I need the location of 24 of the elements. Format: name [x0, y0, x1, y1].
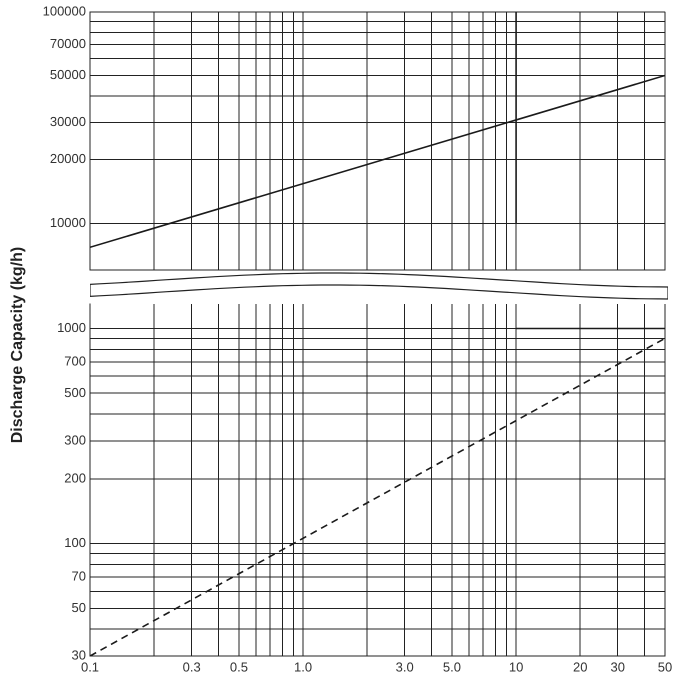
x-tick-label: 30 [610, 659, 625, 674]
x-tick-label: 1.0 [294, 659, 312, 674]
y-tick-label: 70 [72, 568, 86, 584]
y-tick-label: 10000 [50, 214, 86, 230]
y-tick-label: 500 [64, 384, 86, 400]
y-tick-label: 50000 [50, 67, 86, 82]
y-tick-label: 30000 [50, 114, 86, 129]
y-tick-label: 70000 [50, 36, 86, 52]
y-axis-title: Discharge Capacity (kg/h) [9, 246, 27, 444]
x-tick-label: 3.0 [396, 659, 414, 674]
y-tick-label: 300 [64, 432, 86, 448]
y-tick-label: 700 [64, 353, 86, 368]
x-tick-label: 20 [572, 659, 588, 674]
y-tick-label: 1000 [57, 320, 86, 336]
y-tick-label: 200 [64, 470, 86, 486]
x-tick-label: 5.0 [442, 659, 461, 674]
y-tick-label: 100000 [42, 3, 86, 18]
x-tick-label: 0.3 [182, 659, 201, 674]
x-tick-label: 10 [508, 659, 524, 674]
x-tick-label: 0.5 [230, 659, 248, 674]
y-tick-label: 50 [72, 600, 86, 615]
y-tick-label: 100 [64, 535, 86, 550]
x-tick-label: 50 [658, 659, 672, 674]
y-tick-label: 20000 [50, 151, 86, 166]
